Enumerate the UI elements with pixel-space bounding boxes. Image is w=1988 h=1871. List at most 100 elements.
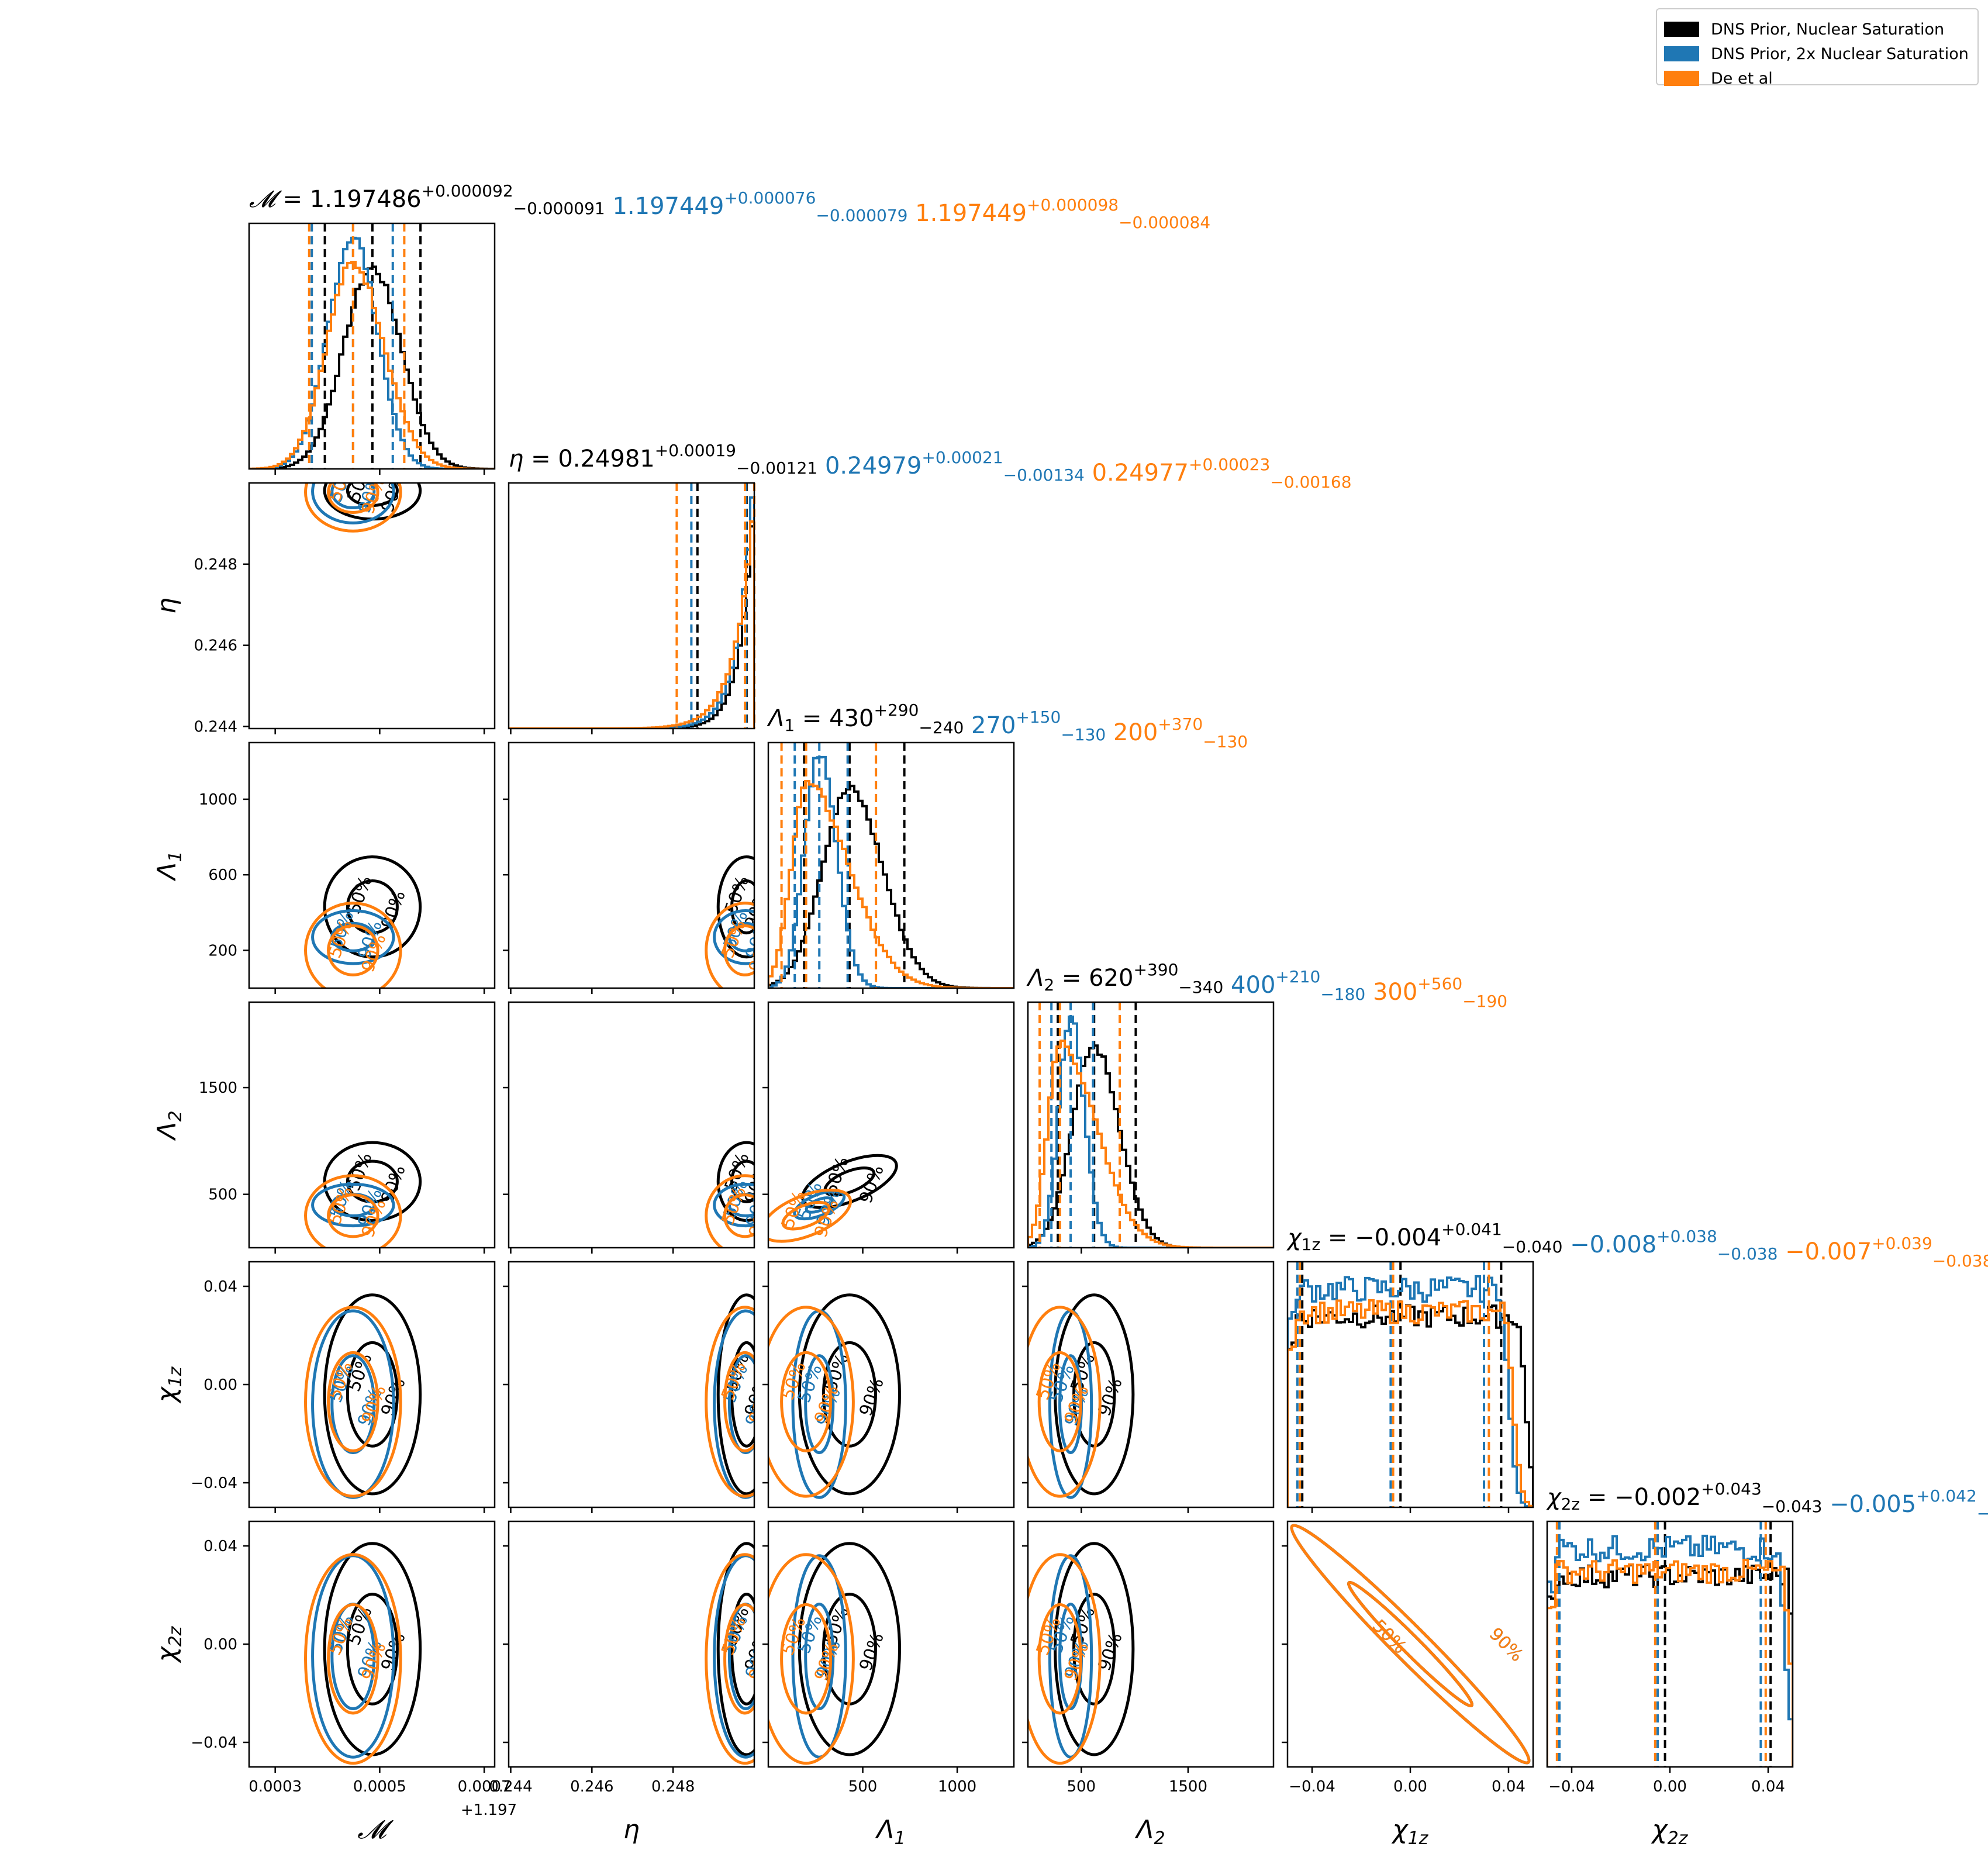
panel-title-l2: Λ2 = 620+390−340 400+210−180 300+560−190 [1026,960,1507,1011]
panel-mc-eta: 90%50%90%50% 90%50% 0.244 0.246 0.248 [194,482,496,736]
x-tick-label: 0.0007 [458,1778,511,1796]
title-gap [1822,1491,1830,1518]
title-minus: −0.00168 [1270,472,1351,492]
contour-50-black [730,1593,754,1706]
title-symbol: Λ [1026,965,1044,992]
title-symbol: χ [1546,1484,1562,1511]
x-tick-label: 500 [848,1778,878,1796]
contour-50-orange [327,924,379,976]
title-symbol-sub: 2 [1044,975,1054,995]
title-value: −0.002 [1614,1484,1701,1511]
legend-swatch-orange [1664,71,1699,86]
title-minus: −0.043 [1762,1497,1823,1516]
contour-90-black [716,855,754,959]
title-plus: +0.000076 [724,188,816,208]
title-gap [907,200,915,227]
title-plus: +0.000092 [422,181,513,201]
contour-90-blue [311,1182,395,1228]
contour-50-blue [330,1354,376,1455]
y-tick-label: −0.04 [191,1475,237,1492]
panel-mc-c1: 90%50%90%50% 90%50% −0.04 0.00 0.04 [191,1261,496,1513]
title-plus: +560 [1417,974,1462,993]
panel-mc-l2: 90%50%90%50% 90%50% 500 1500 [199,1001,496,1254]
y-tick-label: 0.04 [203,1538,237,1555]
contour-group: 90%50%90%50%90%50% [705,1542,754,1765]
panel-mc-l1: 90%50%90%50%90%50% 200 600 1000 [199,741,496,994]
x-axis-label-sub: 1 [895,1828,906,1849]
x-tick-label: 1500 [1169,1778,1207,1796]
contour-50-orange [327,483,379,514]
title-gap [1085,460,1092,486]
title-value: 1.197449 [612,193,724,220]
title-symbol: χ [1286,1224,1302,1251]
panel-frame [248,1001,496,1249]
title-symbol: η [509,446,523,472]
title-value: 200 [1113,719,1158,746]
contour-90-blue [311,909,395,965]
contour-90-orange [1290,1524,1531,1765]
title-minus: −0.000079 [816,206,907,225]
x-tick-label: 0.0005 [353,1778,406,1796]
panel-frame [767,741,1015,989]
x-tick-label: −0.04 [1548,1778,1595,1796]
contour-90-black [323,855,422,959]
x-axis-label-l2: Λ2 [1134,1815,1165,1849]
contour-label-90: 90% [741,1385,774,1429]
legend-label: DNS Prior, Nuclear Saturation [1711,20,1945,39]
contour-group: 90%50%90%50%90%50% [304,1542,422,1765]
x-tick-label: 0.00 [1653,1778,1687,1796]
contour-50-orange [1037,1603,1082,1715]
histogram-blue-l1 [768,755,1014,988]
contour-50-blue [727,1354,754,1455]
contour-label-50: 50% [325,917,357,961]
y-tick-label: 0.04 [203,1278,237,1296]
contour-90-orange [1028,1306,1102,1498]
contour-90-orange [304,902,402,988]
contour-group: 90%50%90%50%90%50% [705,855,754,988]
title-gap [1562,1231,1570,1258]
panel-eta-l1: 90%50%90%50%90%50% [503,741,755,994]
panel-frame [508,741,755,989]
y-axis-label-sub: 1z [165,1366,186,1387]
histogram-orange-mc [249,261,495,469]
title-equals: = [275,186,310,213]
contour-90-blue [311,483,395,524]
title-gap [817,453,825,479]
title-value: −0.004 [1355,1224,1441,1251]
contour-label-90: 90% [855,1375,888,1419]
title-plus: +390 [1134,960,1179,979]
y-axis-label-c2: χ2z [152,1625,186,1663]
title-plus: +0.000098 [1027,195,1119,215]
title-minus: −130 [1203,732,1248,751]
title-minus: −240 [919,718,964,737]
title-plus: +210 [1275,967,1320,986]
title-plus: +0.038 [1656,1227,1717,1246]
contour-group: 90%50%90%50%90%50% [1028,1293,1135,1499]
contour-50-orange [781,1200,831,1231]
contour-50-blue [804,1354,835,1455]
contour-50-black [730,1341,754,1448]
panel-title-l1: Λ1 = 430+290−240 270+150−130 200+370−130 [767,700,1248,751]
histogram-blue-l2 [1028,1015,1273,1248]
x-tick-label: 0.00 [1393,1778,1427,1796]
contour-50-orange [1347,1580,1474,1708]
contour-90-orange [768,1188,853,1243]
contour-90-orange [768,1306,855,1498]
panel-title-c2: χ2z = −0.002+0.043−0.043 −0.005+0.042−0.… [1546,1479,1988,1525]
contour-50-orange [723,1351,754,1452]
contour-label-50: 50% [325,1184,357,1228]
panel-mc-c2: 90%50%90%50%90%50%0.0003 0.0005 0.0007 −0.0… [191,1520,511,1796]
contour-50-black [1347,1580,1474,1708]
histogram-black-c1 [1288,1304,1533,1507]
histogram-orange-c2 [1547,1559,1793,1767]
marginal-panel-l2 [1027,1001,1275,1254]
title-gap [1778,1238,1785,1265]
title-plus: +0.042 [1916,1486,1977,1506]
histogram-black-c2 [1547,1563,1793,1767]
contour-90-black [1054,1293,1135,1496]
contour-90-blue [713,909,754,965]
y-axis-label-sub: 2 [165,1110,186,1121]
title-value: −0.008 [1570,1231,1656,1258]
y-tick-label: 0.246 [194,637,237,655]
y-axis-label-l2: Λ2 [152,1110,186,1141]
